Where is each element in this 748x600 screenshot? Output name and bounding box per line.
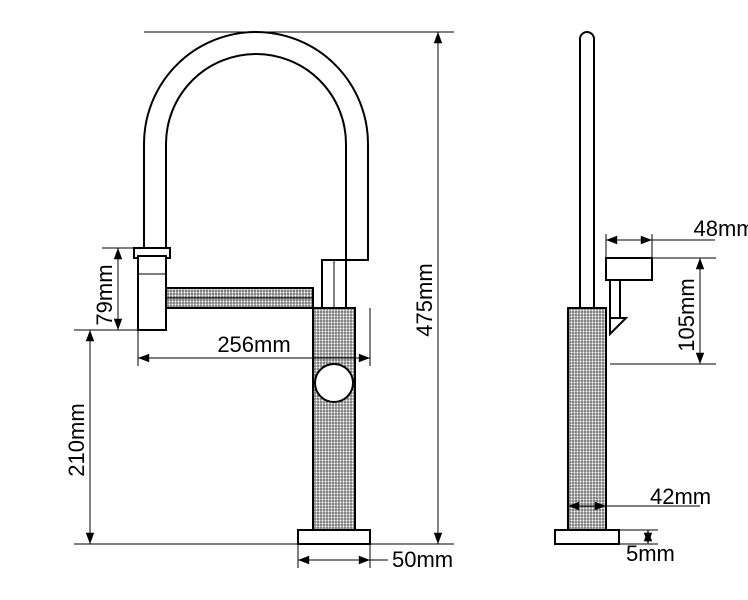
svg-text:42mm: 42mm: [650, 484, 711, 509]
svg-text:5mm: 5mm: [626, 541, 675, 566]
technical-drawing: 475mm 210mm 79mm 256mm 50mm 48mm 105mm 42mm 5mm: [0, 0, 748, 600]
svg-text:50mm: 50mm: [392, 547, 453, 572]
svg-text:210mm: 210mm: [64, 403, 89, 476]
svg-text:105mm: 105mm: [674, 278, 699, 351]
svg-text:475mm: 475mm: [412, 263, 437, 336]
svg-text:79mm: 79mm: [92, 264, 117, 325]
svg-text:48mm: 48mm: [694, 216, 748, 241]
svg-text:256mm: 256mm: [217, 332, 290, 357]
